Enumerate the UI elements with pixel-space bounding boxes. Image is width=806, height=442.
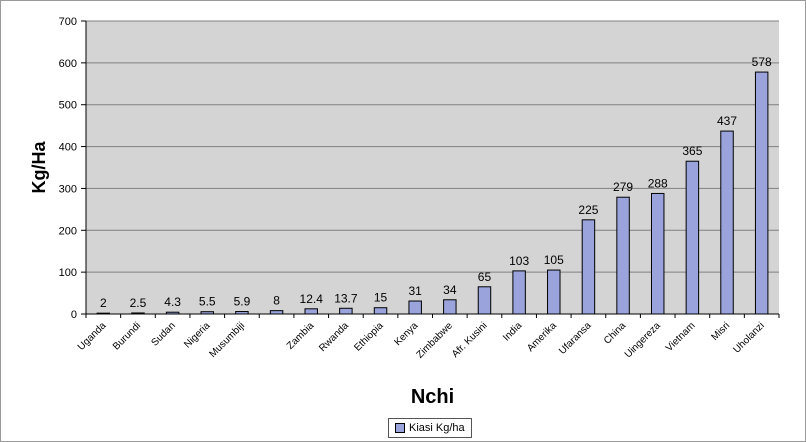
data-label: 2	[100, 296, 107, 310]
data-label: 103	[509, 254, 529, 268]
x-tick-label: Zimbabwe	[415, 320, 456, 361]
y-tick-label: 700	[59, 16, 77, 28]
y-tick-label: 200	[59, 225, 77, 237]
y-tick-label: 500	[59, 100, 77, 112]
plot-area	[86, 21, 779, 314]
y-tick-label: 100	[59, 267, 77, 279]
data-label: 365	[682, 144, 702, 158]
y-tick-label: 300	[59, 183, 77, 195]
data-label: 5.5	[199, 295, 216, 309]
x-tick-label: Vietnam	[664, 320, 698, 354]
legend-swatch	[395, 423, 405, 433]
bar	[339, 307, 353, 315]
data-label: 15	[374, 291, 388, 305]
bar	[408, 300, 422, 315]
data-label: 437	[717, 114, 737, 128]
bar	[477, 286, 492, 315]
bar	[581, 219, 596, 315]
x-tick-label: Nigeria	[182, 320, 212, 350]
bar	[547, 269, 561, 315]
data-labels: 2 2.5 4.3 5.5 5.9 8 12.4 13.7 15 31 34 65 103 105 225 2…	[100, 55, 772, 310]
bar	[373, 307, 388, 315]
data-label: 288	[648, 176, 668, 190]
x-tick-label: Kenya	[392, 320, 420, 348]
x-tick-label: Zambia	[285, 320, 317, 352]
x-tick-label: Ethiopia	[352, 320, 386, 354]
legend: Kiasi Kg/ha	[388, 418, 472, 438]
data-label: 4.3	[164, 295, 181, 309]
data-label: 31	[408, 284, 422, 298]
x-tick-label: Musumbiji	[207, 320, 247, 360]
data-label: 105	[544, 253, 564, 267]
data-label: 225	[578, 203, 598, 217]
y-tick-labels: 0 100 200 300 400 500 600 700	[59, 16, 86, 321]
x-axis-title: Nchi	[411, 386, 454, 408]
x-tick-label: China	[602, 320, 629, 347]
x-tick-label: Misri	[709, 320, 732, 343]
x-tick-label: Sudan	[150, 320, 178, 348]
legend-label: Kiasi Kg/ha	[409, 422, 465, 434]
x-tick-label: Burundi	[111, 320, 143, 352]
x-tick-label: Ufaransa	[557, 320, 594, 357]
bar	[616, 196, 630, 315]
bar	[443, 299, 457, 315]
x-tick-label: Amerika	[525, 320, 559, 354]
bar	[650, 192, 665, 315]
y-axis-title: Kg/Ha	[29, 141, 49, 194]
data-label: 5.9	[234, 295, 251, 309]
data-label: 279	[613, 180, 633, 194]
data-label: 8	[273, 294, 280, 308]
bar	[512, 270, 526, 315]
bar	[304, 308, 318, 315]
x-tick-label: Uganda	[76, 320, 109, 353]
x-tick-label: Uingereza	[623, 320, 663, 360]
y-tick-label: 0	[71, 309, 77, 321]
data-label: 12.4	[300, 292, 324, 306]
bar	[685, 160, 700, 315]
x-tick-label: Afr. Kusini	[450, 320, 490, 360]
data-label: 34	[443, 283, 457, 297]
data-label: 2.5	[130, 296, 147, 310]
bars	[96, 71, 769, 315]
x-tick-label: India	[501, 320, 524, 343]
bar	[754, 71, 769, 315]
bar	[720, 130, 734, 315]
data-label: 13.7	[334, 291, 358, 305]
x-tick-label: Rwanda	[317, 320, 351, 354]
bar	[269, 310, 284, 315]
x-tick-label: Uholanzi	[731, 320, 766, 355]
gridlines	[86, 20, 779, 273]
data-label: 65	[478, 270, 492, 284]
data-label: 578	[752, 55, 772, 69]
y-tick-label: 600	[59, 58, 77, 70]
y-tick-label: 400	[59, 142, 77, 154]
